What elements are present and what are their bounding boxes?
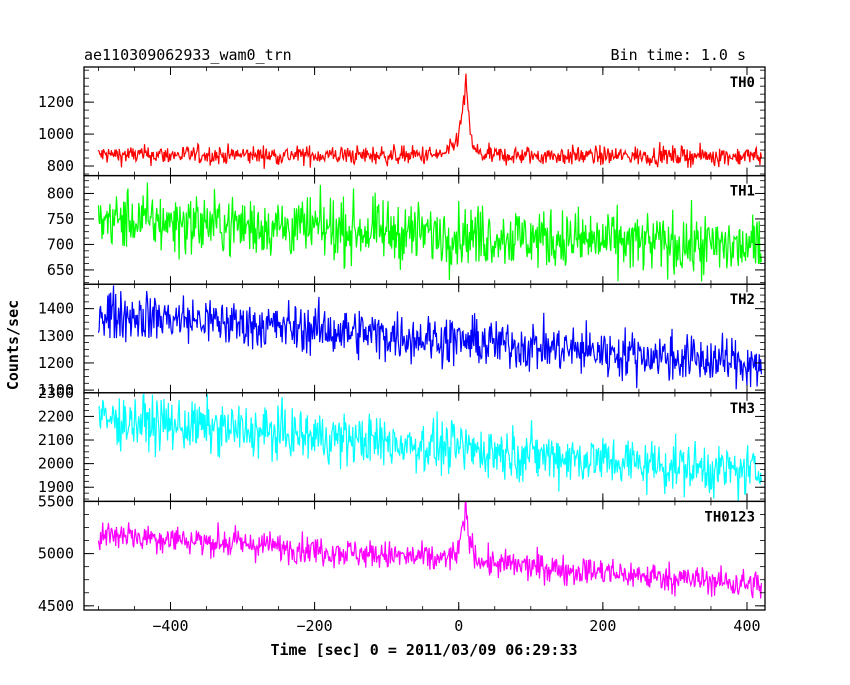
y-tick-label: 2000 [38, 455, 74, 473]
y-tick-label: 2100 [38, 431, 74, 449]
y-tick-label: 1900 [38, 478, 74, 496]
y-tick-label: 5500 [38, 492, 74, 510]
bin-time-label: Bin time: 1.0 s [611, 46, 746, 64]
series-line-th3 [97, 393, 762, 502]
panel-label-th3: TH3 [730, 401, 755, 417]
y-tick-label: 800 [47, 184, 74, 202]
y-tick-label: 800 [47, 157, 74, 175]
y-axis-label: Counts/sec [4, 300, 22, 390]
panel-frame-th3 [83, 392, 766, 503]
y-tick-label: 5000 [38, 545, 74, 563]
y-tick-label: 1300 [38, 327, 74, 345]
x-tick-label: 0 [454, 617, 463, 635]
y-tick-label: 1400 [38, 300, 74, 318]
x-axis-label: Time [sec] 0 = 2011/03/09 06:29:33 [270, 641, 577, 659]
x-tick-label: −400 [152, 617, 188, 635]
chart-title: ae110309062933_wam0_trn [84, 46, 292, 64]
x-tick-label: 200 [589, 617, 616, 635]
y-tick-label: 1200 [38, 93, 74, 111]
series-line-th1 [97, 182, 762, 282]
y-tick-label: 700 [47, 235, 74, 253]
series-line-th0 [97, 73, 762, 169]
panel-label-th2: TH2 [730, 292, 755, 308]
panel-frame-th0123 [83, 500, 766, 611]
y-tick-label: 1000 [38, 125, 74, 143]
y-tick-label: 750 [47, 210, 74, 228]
y-tick-label: 2300 [38, 384, 74, 402]
y-tick-label: 1100 [38, 381, 74, 399]
panel-frame-th2 [83, 283, 766, 394]
panels-group: 800 1000 1200 TH0 650 700 750 800 TH1 1100 1200 130… [38, 66, 766, 635]
y-tick-label: 4500 [38, 597, 74, 615]
x-tick-label: 400 [733, 617, 760, 635]
series-line-th0123 [97, 501, 762, 599]
series-line-th2 [97, 285, 762, 390]
y-tick-label: 2200 [38, 407, 74, 425]
panel-label-th0: TH0 [730, 75, 755, 91]
panel-label-th1: TH1 [730, 184, 755, 200]
x-tick-label: −200 [297, 617, 333, 635]
y-tick-label: 1200 [38, 354, 74, 372]
y-tick-label: 650 [47, 261, 74, 279]
panel-label-th0123: TH0123 [704, 509, 755, 525]
